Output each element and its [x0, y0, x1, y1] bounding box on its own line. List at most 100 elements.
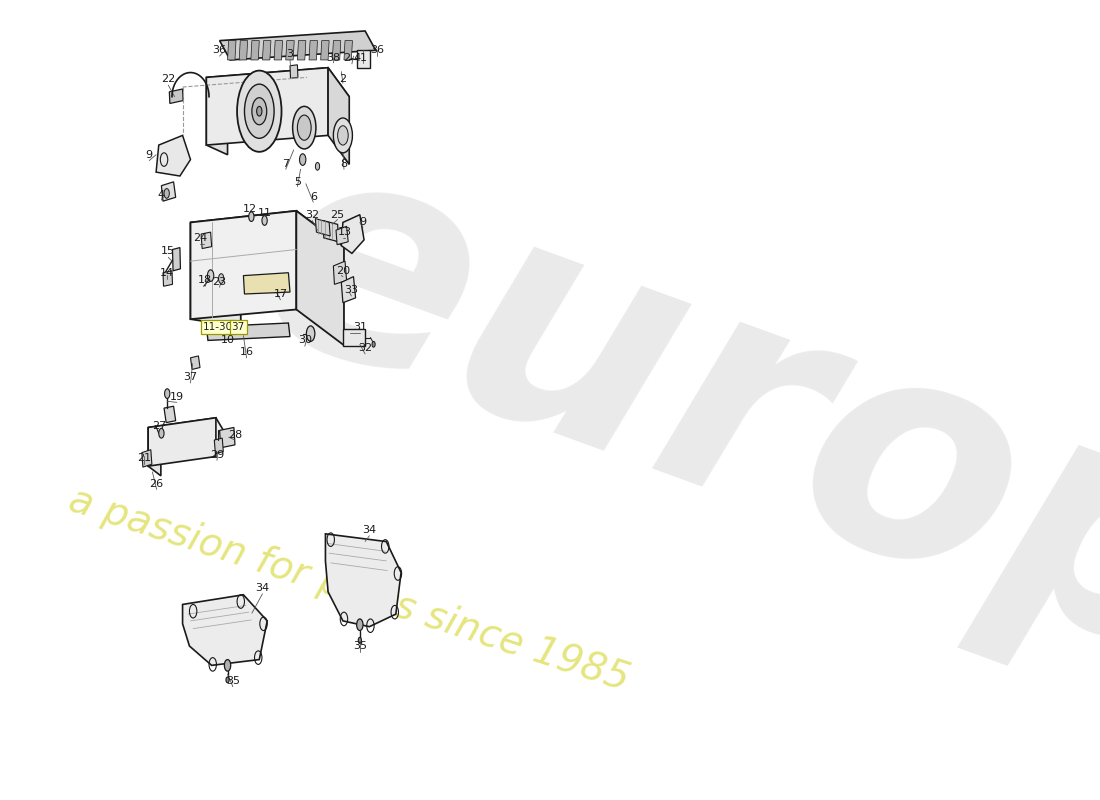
Text: 10: 10 — [220, 335, 234, 346]
Polygon shape — [321, 41, 329, 60]
Text: 4: 4 — [157, 190, 165, 200]
Text: 37: 37 — [231, 322, 245, 332]
Circle shape — [356, 619, 363, 630]
Circle shape — [165, 389, 169, 398]
Text: 35: 35 — [226, 676, 240, 686]
Text: 2-4: 2-4 — [343, 53, 361, 63]
Text: 9: 9 — [360, 218, 366, 227]
Text: 32: 32 — [305, 210, 319, 220]
Text: 20: 20 — [336, 266, 350, 276]
Polygon shape — [328, 68, 350, 165]
Text: 36: 36 — [370, 46, 384, 55]
Polygon shape — [274, 41, 283, 60]
Polygon shape — [228, 41, 236, 60]
Text: 1: 1 — [360, 53, 366, 63]
Polygon shape — [207, 68, 350, 106]
Text: 32: 32 — [359, 343, 372, 353]
Polygon shape — [290, 65, 298, 78]
Text: 34: 34 — [255, 583, 270, 593]
Text: 24: 24 — [192, 233, 207, 243]
Text: 18: 18 — [198, 275, 212, 286]
Circle shape — [252, 98, 266, 125]
Text: 5: 5 — [294, 177, 301, 187]
Text: 22: 22 — [162, 74, 175, 84]
Polygon shape — [169, 89, 183, 103]
Polygon shape — [333, 261, 346, 284]
Text: 27: 27 — [152, 421, 166, 430]
Polygon shape — [316, 218, 330, 236]
Polygon shape — [190, 211, 296, 319]
Polygon shape — [148, 427, 161, 476]
Text: 7: 7 — [283, 159, 289, 170]
Text: 13: 13 — [338, 227, 352, 237]
Polygon shape — [297, 41, 306, 60]
Circle shape — [208, 270, 213, 282]
Text: 34: 34 — [362, 525, 376, 535]
Text: 3: 3 — [286, 49, 294, 59]
Text: 33: 33 — [344, 285, 359, 295]
Polygon shape — [286, 41, 294, 60]
Text: 36: 36 — [212, 46, 227, 55]
Polygon shape — [322, 221, 339, 242]
Text: 35: 35 — [353, 641, 366, 651]
Circle shape — [372, 342, 375, 347]
Polygon shape — [220, 31, 376, 60]
Text: 9: 9 — [145, 150, 153, 160]
Text: 15: 15 — [162, 246, 175, 257]
Polygon shape — [148, 418, 229, 449]
Circle shape — [244, 84, 274, 138]
Circle shape — [316, 162, 320, 170]
Circle shape — [297, 115, 311, 140]
Polygon shape — [358, 50, 371, 68]
Polygon shape — [341, 277, 355, 302]
Polygon shape — [162, 182, 176, 201]
Text: 12: 12 — [243, 204, 256, 214]
Circle shape — [249, 212, 254, 222]
Polygon shape — [142, 450, 152, 467]
Polygon shape — [148, 418, 216, 466]
Text: 37: 37 — [184, 372, 198, 382]
Circle shape — [164, 189, 169, 198]
Polygon shape — [190, 211, 344, 258]
Polygon shape — [336, 226, 349, 245]
Circle shape — [299, 154, 306, 166]
Text: europ: europ — [222, 105, 1100, 727]
Polygon shape — [326, 534, 402, 626]
Text: a passion for parts since 1985: a passion for parts since 1985 — [64, 481, 634, 698]
Polygon shape — [243, 273, 290, 294]
Circle shape — [293, 106, 316, 149]
Circle shape — [224, 659, 231, 671]
Circle shape — [158, 429, 164, 438]
Polygon shape — [332, 41, 341, 60]
Polygon shape — [156, 135, 190, 176]
Text: 28: 28 — [228, 430, 242, 440]
Text: 17: 17 — [274, 289, 287, 299]
Polygon shape — [190, 356, 200, 370]
Text: 26: 26 — [148, 478, 163, 489]
Polygon shape — [183, 594, 267, 666]
Polygon shape — [207, 78, 228, 154]
Polygon shape — [220, 427, 235, 448]
Polygon shape — [201, 232, 211, 249]
Polygon shape — [343, 329, 365, 346]
Polygon shape — [341, 214, 364, 254]
Polygon shape — [296, 211, 344, 346]
Circle shape — [333, 118, 352, 153]
Text: 23: 23 — [212, 278, 227, 287]
Text: 14: 14 — [161, 268, 174, 278]
Polygon shape — [173, 247, 180, 270]
Polygon shape — [207, 68, 328, 145]
Polygon shape — [207, 323, 290, 341]
Polygon shape — [251, 41, 260, 60]
Text: 11-30: 11-30 — [204, 322, 233, 332]
Circle shape — [307, 326, 315, 342]
Circle shape — [338, 126, 349, 145]
Text: 11: 11 — [257, 208, 272, 218]
Polygon shape — [214, 438, 223, 454]
Polygon shape — [164, 406, 176, 422]
Text: 16: 16 — [240, 347, 254, 357]
Text: 19: 19 — [169, 391, 184, 402]
Circle shape — [226, 677, 229, 682]
Text: 29: 29 — [210, 450, 224, 459]
Text: 31: 31 — [353, 322, 366, 332]
